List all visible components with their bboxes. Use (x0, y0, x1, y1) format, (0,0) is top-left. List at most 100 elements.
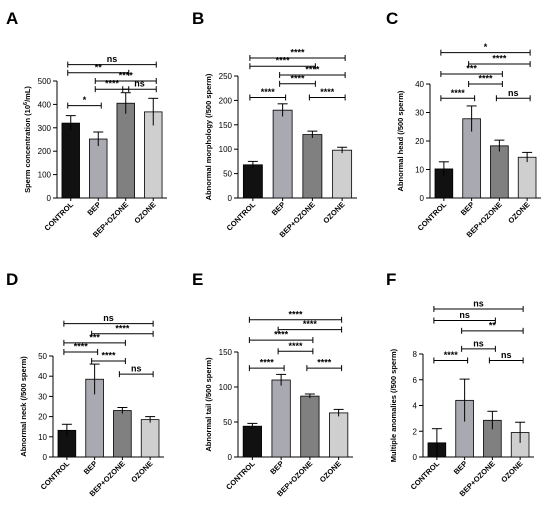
x-tick-label: OZONE (321, 200, 346, 225)
y-axis-label: Multiple anomalies (/500 sperm) (389, 348, 398, 462)
bar-bep-ozone (302, 134, 323, 199)
x-tick-label: BEP (82, 459, 99, 476)
y-tick-label: 150 (219, 121, 233, 130)
panel-letter: D (6, 270, 18, 289)
significance-label: **** (290, 73, 305, 83)
x-tick-label: BEP (268, 459, 285, 476)
panel-F: F Multiple anomalies (/500 sperm) 0 2 4 6 8 CON… (386, 270, 534, 498)
significance-label: * (83, 95, 87, 105)
bar-bep-ozone (300, 395, 320, 458)
panel-letter: B (192, 9, 204, 28)
significance-label: **** (303, 319, 318, 329)
y-tick-label: 200 (219, 96, 233, 105)
significance-label: **** (317, 358, 332, 368)
significance-label: ns (131, 364, 142, 374)
significance-label: **** (260, 358, 275, 368)
panel-E: E Abnormal tail (/500 sperm) 0 50 100 150 CONT… (192, 270, 353, 498)
x-tick-label: BEP (85, 200, 102, 217)
significance-label: **** (444, 350, 459, 360)
significance-label: **** (305, 65, 320, 75)
y-tick-label: 6 (413, 376, 418, 385)
significance-label: **** (320, 87, 335, 97)
bar-bep-ozone (113, 410, 132, 458)
y-tick-label: 100 (38, 171, 52, 180)
significance-label: * (484, 42, 488, 52)
bar-bep (89, 138, 108, 199)
significance-label: ns (107, 54, 118, 64)
panel-B: B Abnormal morphology (/500 sperm) 0 50 100 1… (192, 9, 357, 239)
significance-label: ns (473, 298, 484, 308)
x-tick-label: BEP (452, 459, 469, 476)
significance-label: **** (119, 71, 134, 81)
significance-label: **** (276, 56, 291, 66)
y-axis-label: Abnormal head (/500 sperm) (396, 90, 405, 191)
significance-label: ns (134, 79, 145, 89)
significance-label: ns (103, 313, 114, 323)
y-tick-label: 100 (219, 383, 233, 392)
y-tick-label: 150 (219, 348, 233, 357)
y-tick-label: 400 (38, 100, 52, 109)
bar-bep (272, 109, 293, 199)
significance-label: **** (115, 323, 130, 333)
significance-label: **** (492, 54, 507, 64)
y-tick-label: 200 (38, 147, 52, 156)
x-tick-label: BEP (459, 200, 476, 217)
significance-label: **** (288, 309, 303, 319)
significance-label: ns (501, 350, 512, 360)
y-tick-label: 30 (415, 109, 424, 118)
significance-label: **** (274, 330, 289, 340)
y-tick-label: 100 (219, 145, 233, 154)
y-tick-label: 8 (413, 350, 418, 359)
y-axis-label: Abnormal morphology (/500 sperm) (204, 73, 213, 200)
y-tick-label: 40 (38, 372, 47, 381)
panel-letter: C (386, 9, 398, 28)
significance-label: **** (290, 47, 305, 57)
y-tick-label: 250 (219, 72, 233, 81)
significance-label: ** (489, 320, 497, 330)
significance-label: **** (288, 341, 303, 351)
y-tick-label: 50 (223, 418, 232, 427)
y-tick-label: 30 (38, 392, 47, 401)
y-tick-label: 0 (420, 194, 425, 203)
y-axis-label: Sperm concentration (106/mL) (23, 86, 32, 193)
panel-letter: A (6, 9, 18, 28)
y-tick-label: 0 (228, 194, 233, 203)
significance-label: **** (105, 79, 120, 89)
x-tick-label: OZONE (318, 459, 343, 484)
bar-bep (271, 379, 291, 458)
y-tick-label: 0 (228, 453, 233, 462)
significance-label: **** (101, 351, 116, 361)
y-tick-label: 40 (415, 80, 424, 89)
y-tick-label: 500 (38, 77, 52, 86)
significance-label: *** (89, 332, 100, 342)
significance-label: ns (508, 88, 519, 98)
x-tick-label: CONTROL (409, 459, 442, 492)
x-tick-label: OZONE (132, 200, 157, 225)
x-tick-label: CONTROL (43, 200, 76, 233)
x-tick-label: OZONE (506, 200, 531, 225)
y-tick-label: 0 (47, 194, 52, 203)
y-axis-label: Abnormal neck (/500 sperm) (19, 356, 28, 457)
bar-control (242, 164, 263, 199)
y-axis-label: Abnormal tail (/500 sperm) (204, 357, 213, 452)
bar-ozone (517, 156, 537, 199)
y-tick-label: 4 (413, 402, 418, 411)
x-tick-label: CONTROL (416, 200, 449, 233)
y-tick-label: 50 (38, 352, 47, 361)
bar-ozone (332, 149, 353, 199)
y-tick-label: 300 (38, 124, 52, 133)
bar-ozone (140, 419, 160, 458)
y-tick-label: 10 (38, 433, 47, 442)
significance-label: *** (466, 64, 477, 74)
y-tick-label: 2 (413, 427, 418, 436)
bar-control (61, 122, 80, 199)
bar-bep-ozone (490, 145, 509, 199)
x-tick-label: OZONE (499, 459, 524, 484)
panel-C: C Abnormal head (/500 sperm) 0 10 20 30 40 CONT… (386, 9, 541, 239)
panel-letter: F (386, 270, 396, 289)
significance-label: ** (95, 62, 103, 72)
significance-label: ns (473, 338, 484, 348)
y-tick-label: 0 (43, 453, 48, 462)
x-tick-label: CONTROL (225, 200, 258, 233)
